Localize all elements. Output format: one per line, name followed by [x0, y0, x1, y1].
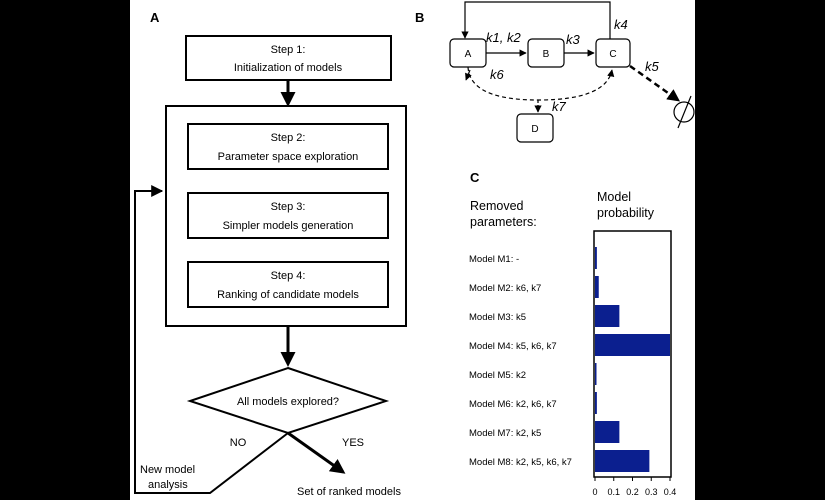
- model-row-label: Model M3: k5: [469, 312, 526, 323]
- iteration-box: [165, 105, 407, 327]
- output-label: Set of ranked models: [297, 486, 401, 498]
- node-a: A: [449, 38, 487, 68]
- no-label: NO: [230, 437, 247, 449]
- degradation-sink: [673, 95, 695, 129]
- panel-b-label: B: [415, 10, 424, 25]
- step-2-title: Step 2:: [271, 132, 306, 144]
- node-b: B: [527, 38, 565, 68]
- removed-header-2: parameters:: [470, 215, 537, 229]
- node-c-label: C: [609, 49, 616, 60]
- model-row-label: Model M5: k2: [469, 370, 526, 381]
- step-3-box: Step 3: Simpler models generation: [187, 192, 389, 239]
- yes-arrow: [287, 431, 346, 474]
- bar-model-7: [595, 421, 620, 443]
- node-d-label: D: [531, 124, 538, 135]
- removed-header-1: Removed: [470, 199, 524, 213]
- bar-model-8: [595, 450, 650, 472]
- step-1-box: Step 1: Initialization of models: [185, 35, 392, 81]
- step-4-box: Step 4: Ranking of candidate models: [187, 261, 389, 308]
- step-4-subtitle: Ranking of candidate models: [217, 289, 359, 301]
- node-d: D: [516, 113, 554, 143]
- prob-header-1: Model: [597, 190, 631, 204]
- panel-c-label: C: [470, 170, 480, 185]
- x-tick-label: 0.2: [626, 487, 639, 497]
- analysis-label: analysis: [148, 479, 188, 491]
- rate-k1k2: k1, k2: [486, 30, 521, 45]
- step-2-subtitle: Parameter space exploration: [218, 151, 359, 163]
- x-tick-label: 0.3: [645, 487, 658, 497]
- model-row-label: Model M4: k5, k6, k7: [469, 341, 557, 352]
- node-b-label: B: [543, 49, 550, 60]
- chart-bars: [595, 247, 670, 472]
- model-row-labels: Model M1: - Model M2: k6, k7 Model M3: k5 M…: [469, 254, 572, 468]
- yes-label: YES: [342, 437, 364, 449]
- bar-model-5: [595, 363, 597, 385]
- step-1-subtitle: Initialization of models: [234, 62, 343, 74]
- rate-k6: k6: [490, 67, 505, 82]
- x-tick-label: 0.4: [664, 487, 677, 497]
- prob-header-2: probability: [597, 206, 655, 220]
- dashed-a-arrowhead: [465, 69, 472, 81]
- chart-x-ticks: 0 0.1 0.2 0.3 0.4: [592, 477, 676, 497]
- feedback-c-to-a: [461, 1, 611, 44]
- bar-model-4: [595, 334, 670, 356]
- x-tick-label: 0.1: [607, 487, 620, 497]
- step-2-box: Step 2: Parameter space exploration: [187, 123, 389, 170]
- bar-model-3: [595, 305, 620, 327]
- panel-a-label: A: [150, 10, 160, 25]
- model-row-label: Model M1: -: [469, 254, 519, 265]
- model-row-label: Model M8: k2, k5, k6, k7: [469, 457, 572, 468]
- node-c: C: [595, 38, 631, 68]
- rate-k4: k4: [614, 17, 628, 32]
- rate-k5: k5: [645, 59, 660, 74]
- bar-model-2: [595, 276, 599, 298]
- step-1-title: Step 1:: [271, 44, 306, 56]
- model-row-label: Model M2: k6, k7: [469, 283, 541, 294]
- model-row-label: Model M6: k2, k6, k7: [469, 399, 557, 410]
- step-3-subtitle: Simpler models generation: [223, 220, 354, 232]
- node-a-label: A: [465, 49, 472, 60]
- bar-model-1: [595, 247, 597, 269]
- rate-k7: k7: [552, 99, 567, 114]
- x-tick-label: 0: [592, 487, 597, 497]
- new-model-label: New model: [140, 464, 195, 476]
- bar-model-6: [595, 392, 597, 414]
- step-3-title: Step 3:: [271, 201, 306, 213]
- model-row-label: Model M7: k2, k5: [469, 428, 541, 439]
- step-4-title: Step 4:: [271, 270, 306, 282]
- rate-k3: k3: [566, 32, 581, 47]
- decision-diamond: All models explored?: [186, 366, 390, 435]
- decision-label: All models explored?: [237, 396, 339, 408]
